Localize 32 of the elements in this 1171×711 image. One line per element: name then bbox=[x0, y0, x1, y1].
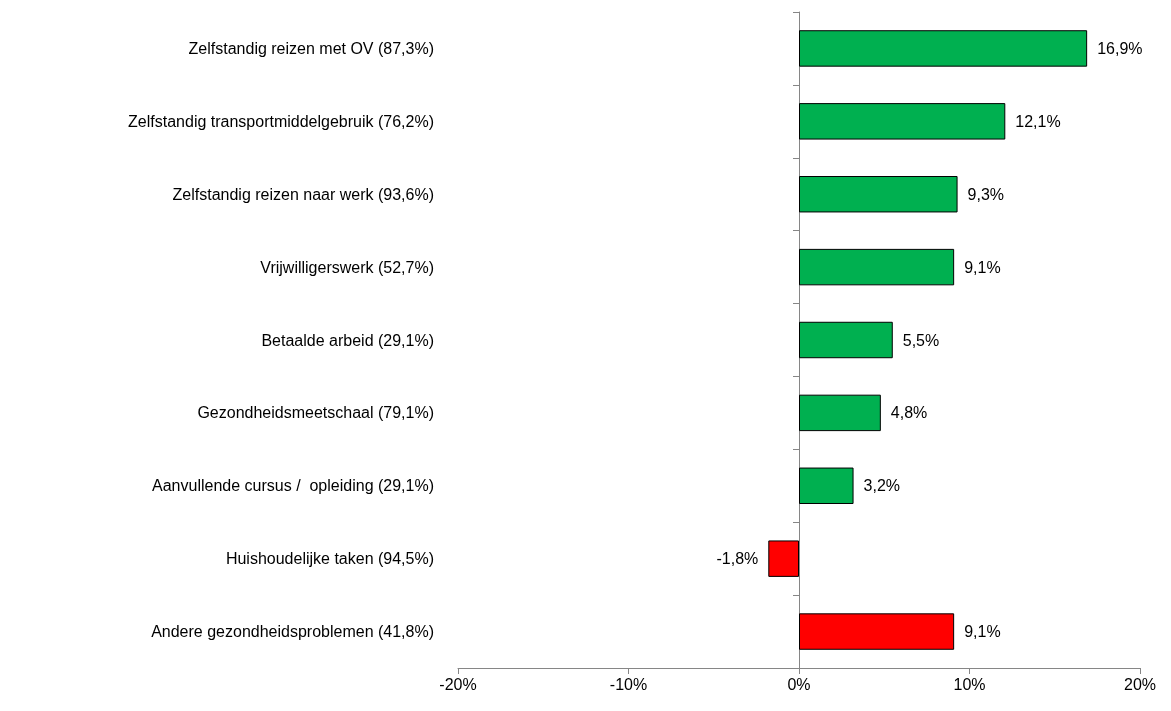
data-label: 5,5% bbox=[902, 331, 940, 349]
y-tick-label: Zelfstandig transportmiddelgebruik (76,2%) bbox=[128, 112, 434, 130]
x-tick-label: -20% bbox=[439, 675, 477, 693]
data-label: 9,1% bbox=[964, 623, 1001, 641]
y-tick-label: Vrijwilligerswerk (52,7%) bbox=[260, 258, 434, 276]
data-label: 3,2% bbox=[863, 477, 901, 495]
bar bbox=[768, 540, 799, 577]
x-tick-label: 20% bbox=[1123, 675, 1157, 693]
bar bbox=[799, 103, 1006, 140]
y-tick-label: Betaalde arbeid (29,1%) bbox=[261, 331, 434, 349]
bar bbox=[799, 467, 854, 504]
data-label: 9,1% bbox=[964, 258, 1001, 276]
x-tick-label: 10% bbox=[953, 675, 986, 693]
bar bbox=[799, 321, 893, 359]
y-tick-label: Gezondheidsmeetschaal (79,1%) bbox=[197, 404, 434, 422]
y-tick-label: Andere gezondheidsproblemen (41,8%) bbox=[151, 623, 434, 641]
y-tick-label: Zelfstandig reizen met OV (87,3%) bbox=[188, 39, 434, 57]
bar bbox=[799, 394, 881, 432]
data-label: -1,8% bbox=[716, 550, 759, 568]
y-tick-label: Aanvullende cursus / opleiding (29,1%) bbox=[152, 477, 434, 495]
x-tick-label: -10% bbox=[609, 675, 648, 693]
bar bbox=[799, 30, 1088, 67]
data-label: 4,8% bbox=[890, 404, 928, 422]
x-tick-label: 0% bbox=[787, 675, 811, 693]
y-tick-label: Huishoudelijke taken (94,5%) bbox=[225, 550, 434, 568]
bar bbox=[799, 248, 955, 286]
bar bbox=[799, 613, 955, 650]
data-label: 9,3% bbox=[967, 185, 1005, 203]
data-label: 12,1% bbox=[1015, 112, 1061, 130]
y-tick-label: Zelfstandig reizen naar werk (93,6%) bbox=[172, 185, 434, 203]
data-label: 16,9% bbox=[1097, 39, 1143, 57]
bar bbox=[799, 176, 958, 213]
